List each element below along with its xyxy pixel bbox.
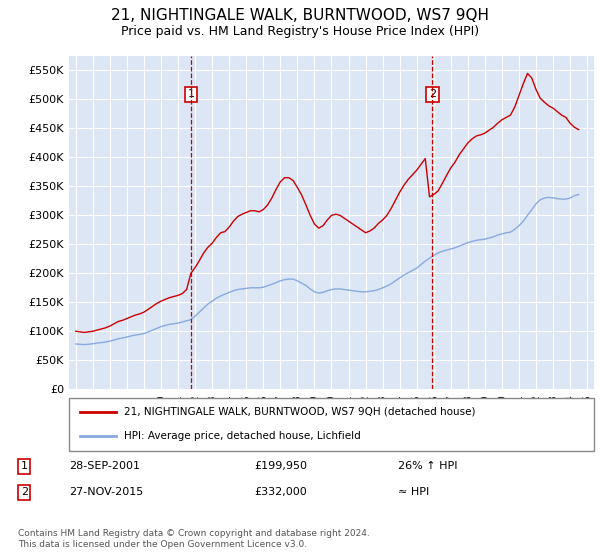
Text: £332,000: £332,000 bbox=[254, 487, 307, 497]
Text: 26% ↑ HPI: 26% ↑ HPI bbox=[398, 461, 457, 471]
Text: £199,950: £199,950 bbox=[254, 461, 307, 471]
Text: 27-NOV-2015: 27-NOV-2015 bbox=[70, 487, 144, 497]
Text: Price paid vs. HM Land Registry's House Price Index (HPI): Price paid vs. HM Land Registry's House … bbox=[121, 25, 479, 38]
Text: 2: 2 bbox=[20, 487, 28, 497]
Text: ≈ HPI: ≈ HPI bbox=[398, 487, 429, 497]
Text: 21, NIGHTINGALE WALK, BURNTWOOD, WS7 9QH: 21, NIGHTINGALE WALK, BURNTWOOD, WS7 9QH bbox=[111, 8, 489, 24]
Text: 21, NIGHTINGALE WALK, BURNTWOOD, WS7 9QH (detached house): 21, NIGHTINGALE WALK, BURNTWOOD, WS7 9QH… bbox=[124, 407, 476, 417]
Text: 2: 2 bbox=[429, 89, 436, 99]
Text: Contains HM Land Registry data © Crown copyright and database right 2024.
This d: Contains HM Land Registry data © Crown c… bbox=[18, 529, 370, 549]
Text: 1: 1 bbox=[187, 89, 194, 99]
FancyBboxPatch shape bbox=[69, 398, 594, 451]
Text: HPI: Average price, detached house, Lichfield: HPI: Average price, detached house, Lich… bbox=[124, 431, 361, 441]
Text: 1: 1 bbox=[20, 461, 28, 471]
Text: 28-SEP-2001: 28-SEP-2001 bbox=[70, 461, 140, 471]
